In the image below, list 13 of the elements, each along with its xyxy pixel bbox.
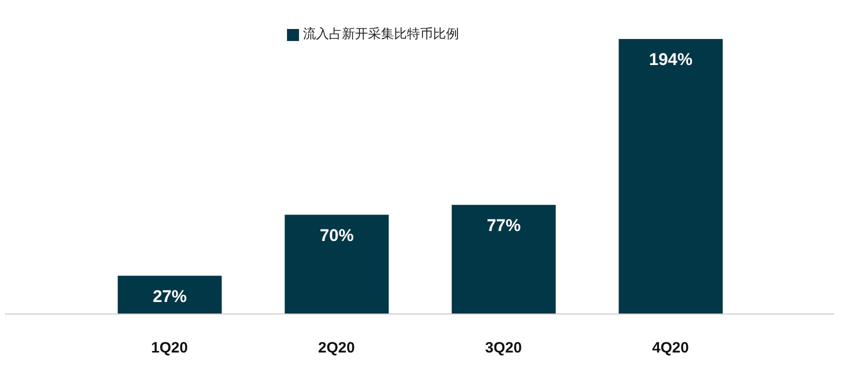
legend-label: 流入占新开采集比特币比例 [303, 26, 459, 41]
data-label: 27% [152, 286, 187, 306]
x-tick-label: 4Q20 [652, 340, 689, 357]
bar [118, 276, 222, 314]
x-tick-label: 3Q20 [485, 340, 522, 357]
data-label: 194% [648, 50, 692, 70]
bar [284, 214, 389, 314]
bar [618, 39, 723, 314]
x-tick-label: 2Q20 [318, 340, 355, 357]
data-label: 77% [486, 216, 521, 235]
bar [452, 204, 556, 314]
x-tick-label: 1Q20 [151, 340, 188, 357]
data-label: 70% [320, 226, 354, 245]
